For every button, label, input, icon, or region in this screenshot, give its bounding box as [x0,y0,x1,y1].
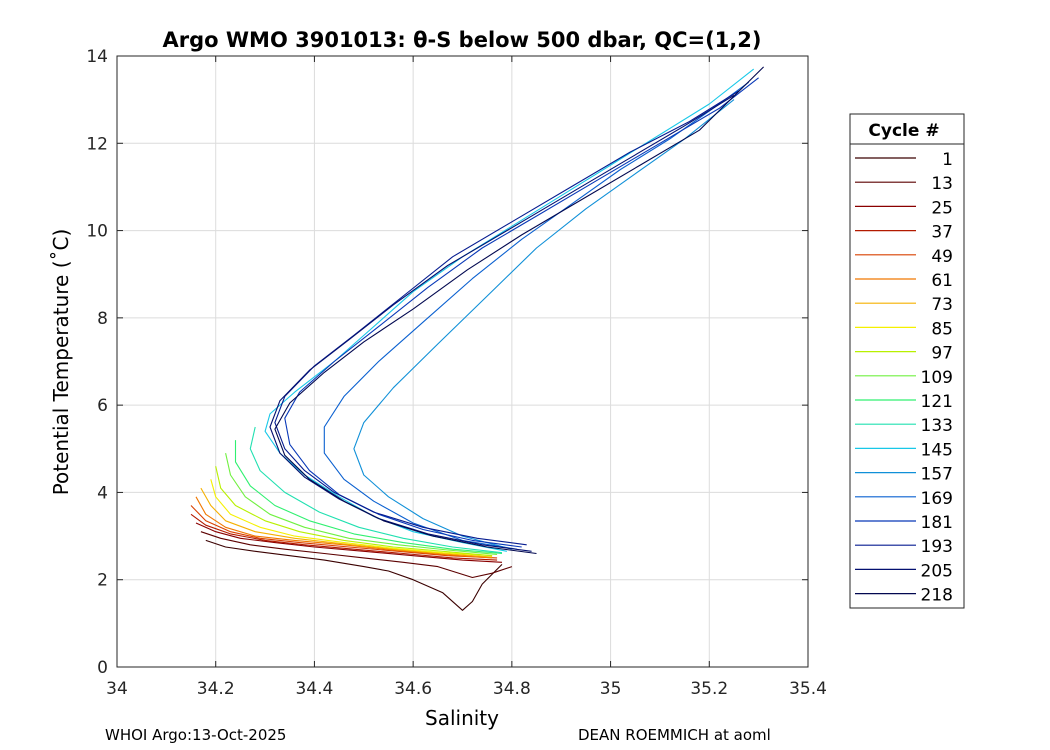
y-tick-label: 2 [97,571,108,591]
legend-label-cycle-181: 181 [921,513,953,533]
x-tick-label: 34.8 [493,679,531,699]
legend-items: 1 13 25 37 49 61 73 85 97 109 121 133 145 157 169 181 19… [855,150,953,606]
x-tick-label: 34.4 [295,679,333,699]
y-axis-label: Potential Temperature (˚C) [49,229,73,496]
series-line-cycle-181 [284,77,759,548]
grid [116,55,809,668]
series-group [190,66,764,611]
legend-label-cycle-97: 97 [931,344,953,364]
series-line-cycle-13 [200,531,513,579]
legend-label-cycle-85: 85 [931,319,953,339]
legend-label-cycle-109: 109 [921,368,953,388]
legend-label-cycle-37: 37 [931,223,953,243]
legend-title: Cycle # [868,121,939,141]
series-line-cycle-109 [225,452,498,555]
series-line-cycle-37 [190,513,498,561]
series-line-cycle-157 [353,99,735,550]
legend-label-cycle-13: 13 [931,174,953,194]
legend-label-cycle-25: 25 [931,198,953,218]
plot-frame [116,55,809,668]
series-line-cycle-205 [269,94,735,552]
series-line-cycle-49 [190,505,498,559]
legend-label-cycle-121: 121 [921,392,953,412]
legend-label-cycle-49: 49 [931,247,953,267]
x-axis-ticks: 34 34.2 34.4 34.6 34.8 35 35.2 35.4 [106,56,827,699]
legend-label-cycle-193: 193 [921,537,953,557]
y-tick-label: 12 [86,134,108,154]
legend-box [849,113,965,609]
plot-area: 34 34.2 34.4 34.6 34.8 35 35.2 35.4 0 2 4 6 8 10 12 14 [86,47,827,699]
series-line-cycle-169 [323,81,750,550]
legend-label-cycle-169: 169 [921,489,953,509]
footer-left-credit: WHOI Argo:13-Oct-2025 [105,726,287,744]
y-tick-label: 0 [97,658,108,678]
plot-background [117,56,808,667]
series-line-cycle-121 [234,440,503,555]
x-axis-label: Salinity [425,706,499,730]
chart-title: Argo WMO 3901013: θ-S below 500 dbar, QC… [163,28,762,52]
series-line-cycle-97 [215,466,493,557]
legend: Cycle # 1 13 25 37 49 61 73 85 97 109 121 133 145 157… [849,113,965,609]
y-tick-label: 6 [97,396,108,416]
legend-label-cycle-73: 73 [931,295,953,315]
legend-label-cycle-133: 133 [921,416,953,436]
y-tick-label: 4 [97,483,108,503]
series-line-cycle-85 [210,479,493,557]
y-tick-label: 8 [97,309,108,329]
legend-label-cycle-218: 218 [921,586,953,606]
series-line-cycle-218 [274,66,764,555]
legend-label-cycle-61: 61 [931,271,953,291]
series-line-cycle-73 [200,487,493,558]
series-line-cycle-1 [205,539,503,611]
x-tick-label: 35.2 [690,679,728,699]
legend-label-cycle-205: 205 [921,561,953,581]
x-tick-label: 34.6 [394,679,432,699]
legend-label-cycle-157: 157 [921,465,953,485]
x-tick-label: 34 [106,679,128,699]
y-tick-label: 14 [86,47,108,67]
x-tick-label: 34.2 [197,679,235,699]
y-axis-ticks: 0 2 4 6 8 10 12 14 [86,47,808,678]
footer-right-credit: DEAN ROEMMICH at aoml [578,726,771,744]
series-line-cycle-25 [195,522,503,563]
legend-label-cycle-1: 1 [942,150,953,170]
series-line-cycle-61 [195,496,493,559]
x-tick-label: 35 [600,679,622,699]
y-tick-label: 10 [86,222,108,242]
legend-label-cycle-145: 145 [921,440,953,460]
series-line-cycle-133 [249,426,503,554]
x-tick-label: 35.4 [789,679,827,699]
